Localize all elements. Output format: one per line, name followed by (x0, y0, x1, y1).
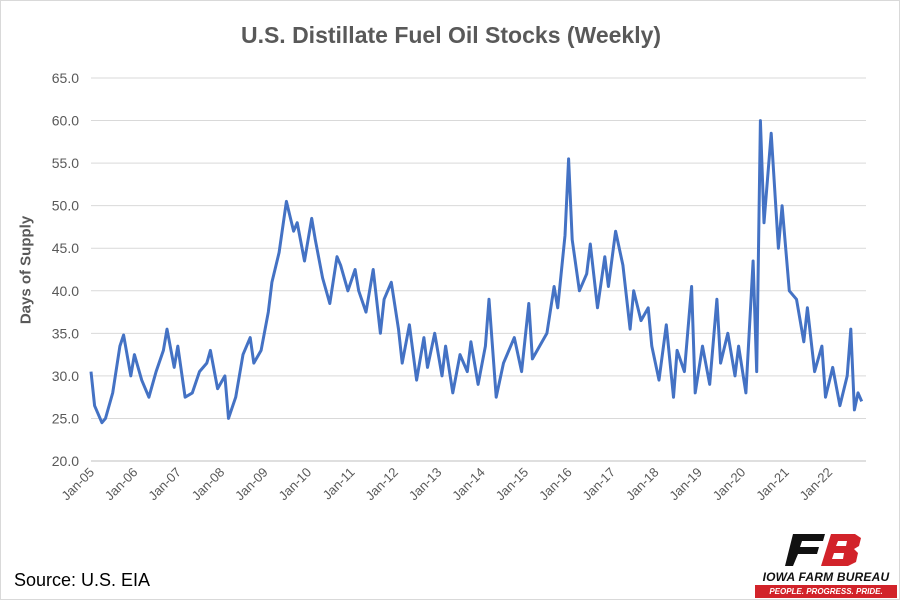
source-note: Source: U.S. EIA (14, 570, 151, 590)
x-tick-label: Jan-14 (449, 465, 488, 504)
y-tick-label: 40.0 (52, 283, 79, 299)
chart-title: U.S. Distillate Fuel Oil Stocks (Weekly) (240, 22, 662, 48)
x-tick-label: Jan-05 (58, 465, 97, 504)
x-tick-label: Jan-19 (666, 465, 705, 504)
x-tick-label: Jan-17 (579, 465, 618, 504)
logo-tagline: PEOPLE. PROGRESS. PRIDE. (755, 585, 897, 598)
x-tick-label: Jan-13 (406, 465, 445, 504)
y-tick-label: 55.0 (52, 155, 79, 171)
x-tick-label: Jan-22 (797, 465, 836, 504)
x-tick-label: Jan-18 (623, 465, 662, 504)
x-tick-label: Jan-10 (275, 465, 314, 504)
gridlines (91, 77, 866, 462)
y-tick-label: 50.0 (52, 198, 79, 214)
y-tick-label: 30.0 (52, 368, 79, 384)
logo-name: IOWA FARM BUREAU (762, 570, 890, 584)
x-tick-label: Jan-21 (753, 465, 792, 504)
x-tick-label: Jan-15 (493, 465, 532, 504)
x-tick-label: Jan-20 (710, 465, 749, 504)
y-tick-label: 65.0 (52, 70, 79, 86)
y-tick-label: 25.0 (52, 410, 79, 426)
series-line-0 (89, 119, 864, 425)
x-axis-ticks: Jan-05 Jan-06 Jan-07 Jan-08 Jan-09 Jan-10 Jan-… (58, 465, 835, 504)
fb-logo-icon (785, 534, 861, 566)
x-tick-label: Jan-16 (536, 465, 575, 504)
y-tick-label: 20.0 (52, 453, 79, 469)
x-tick-label: Jan-08 (189, 465, 228, 504)
x-tick-label: Jan-11 (320, 465, 358, 503)
y-tick-label: 45.0 (52, 240, 79, 256)
x-tick-label: Jan-07 (145, 465, 184, 504)
series-group (89, 119, 864, 425)
y-tick-label: 60.0 (52, 113, 79, 129)
x-tick-label: Jan-12 (362, 465, 401, 504)
iowa-farm-bureau-logo: IOWA FARM BUREAU PEOPLE. PROGRESS. PRIDE… (755, 528, 897, 600)
x-tick-label: Jan-06 (102, 465, 141, 504)
y-tick-label: 35.0 (52, 325, 79, 341)
x-tick-label: Jan-09 (232, 465, 271, 504)
y-axis-ticks: 20.0 25.0 30.0 35.0 40.0 45.0 50.0 55.0 60.0 65.0 (52, 70, 79, 469)
